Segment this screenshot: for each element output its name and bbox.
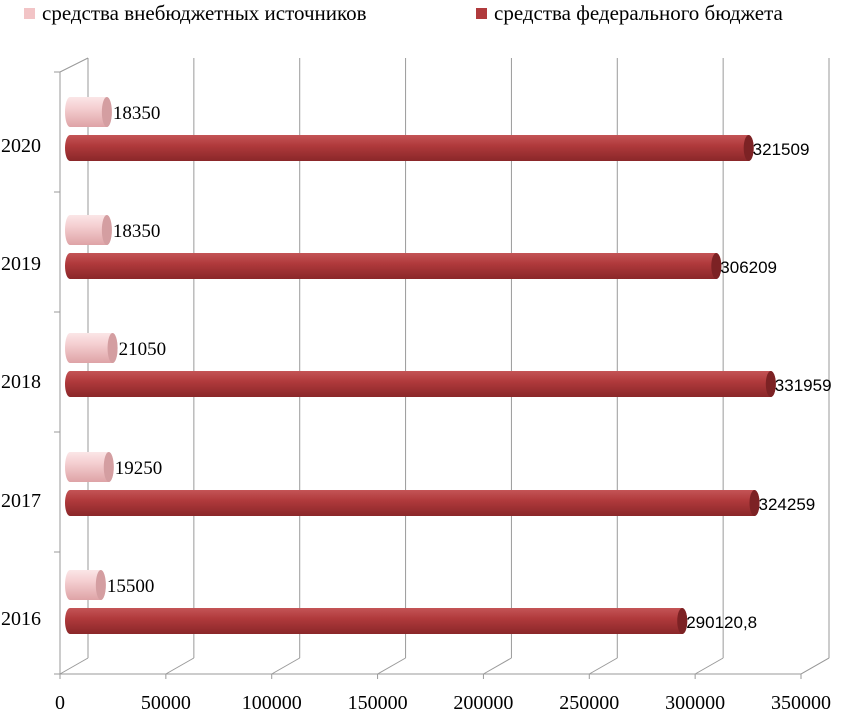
gridline-floor — [59, 657, 89, 675]
data-label: 306209 — [720, 258, 777, 277]
data-label: 331959 — [775, 376, 832, 395]
x-tick-label: 50000 — [141, 692, 191, 712]
bar-extrabudgetary-cap — [101, 97, 112, 127]
bar-federal-cap — [749, 490, 760, 516]
gridline-floor — [483, 657, 512, 675]
gridline-floor — [589, 657, 618, 675]
data-label: 324259 — [759, 495, 816, 514]
x-tick-label: 200000 — [453, 692, 513, 712]
gridline-floor — [377, 657, 406, 675]
legend-item-extrabudgetary: средства внебюджетных источников — [24, 1, 367, 26]
data-label: 19250 — [115, 458, 163, 479]
axis-left-top — [59, 57, 89, 73]
bar-extrabudgetary — [65, 452, 114, 482]
data-label: 321509 — [753, 140, 810, 159]
x-tick-label: 250000 — [559, 692, 619, 712]
y-tick-label: 2020 — [1, 135, 41, 157]
gridline-floor — [271, 657, 300, 675]
gridline-floor — [694, 657, 724, 675]
y-tick-label: 2019 — [1, 253, 41, 275]
legend-swatch-federal — [476, 8, 487, 19]
bar-extrabudgetary — [65, 97, 112, 127]
legend-item-federal: средства федерального бюджета — [476, 1, 783, 26]
data-label: 21050 — [119, 339, 167, 360]
bar-extrabudgetary — [65, 215, 112, 245]
x-axis-right-edge — [800, 657, 830, 675]
legend-swatch-extrabudgetary — [24, 8, 35, 19]
bar-extrabudgetary — [65, 333, 118, 363]
bar-extrabudgetary-cap — [107, 333, 118, 363]
bar-federal-cap — [743, 135, 754, 161]
x-tick-label: 100000 — [242, 692, 302, 712]
data-label: 15500 — [107, 576, 154, 597]
x-tick-label: 0 — [55, 692, 65, 712]
data-label: 18350 — [113, 103, 161, 124]
legend-label-extrabudgetary: средства внебюджетных источников — [42, 1, 367, 25]
data-label: 290120,8 — [686, 613, 757, 632]
bar-federal-cap — [711, 253, 722, 279]
bar-extrabudgetary-cap — [103, 452, 114, 482]
bar-extrabudgetary-cap — [95, 570, 106, 600]
y-tick-label: 2016 — [1, 608, 41, 630]
bar-federal-cap — [677, 608, 688, 634]
bar-federal-cap — [765, 371, 776, 397]
bar-federal — [65, 490, 760, 516]
bar-federal — [65, 371, 776, 397]
bar-federal — [65, 135, 754, 161]
x-tick-label: 300000 — [665, 692, 725, 712]
x-tick-label: 150000 — [348, 692, 408, 712]
legend: средства внебюджетных источников средств… — [0, 0, 844, 30]
data-label: 18350 — [113, 221, 161, 242]
gridline-floor — [165, 657, 195, 675]
y-tick-label: 2018 — [1, 371, 41, 393]
legend-label-federal: средства федерального бюджета — [494, 1, 783, 25]
bar-federal — [65, 608, 688, 634]
bar-federal — [65, 253, 722, 279]
bar-extrabudgetary-cap — [101, 215, 112, 245]
bar-extrabudgetary — [65, 570, 106, 600]
x-tick-label: 350000 — [771, 692, 831, 712]
y-tick-label: 2017 — [1, 490, 41, 512]
